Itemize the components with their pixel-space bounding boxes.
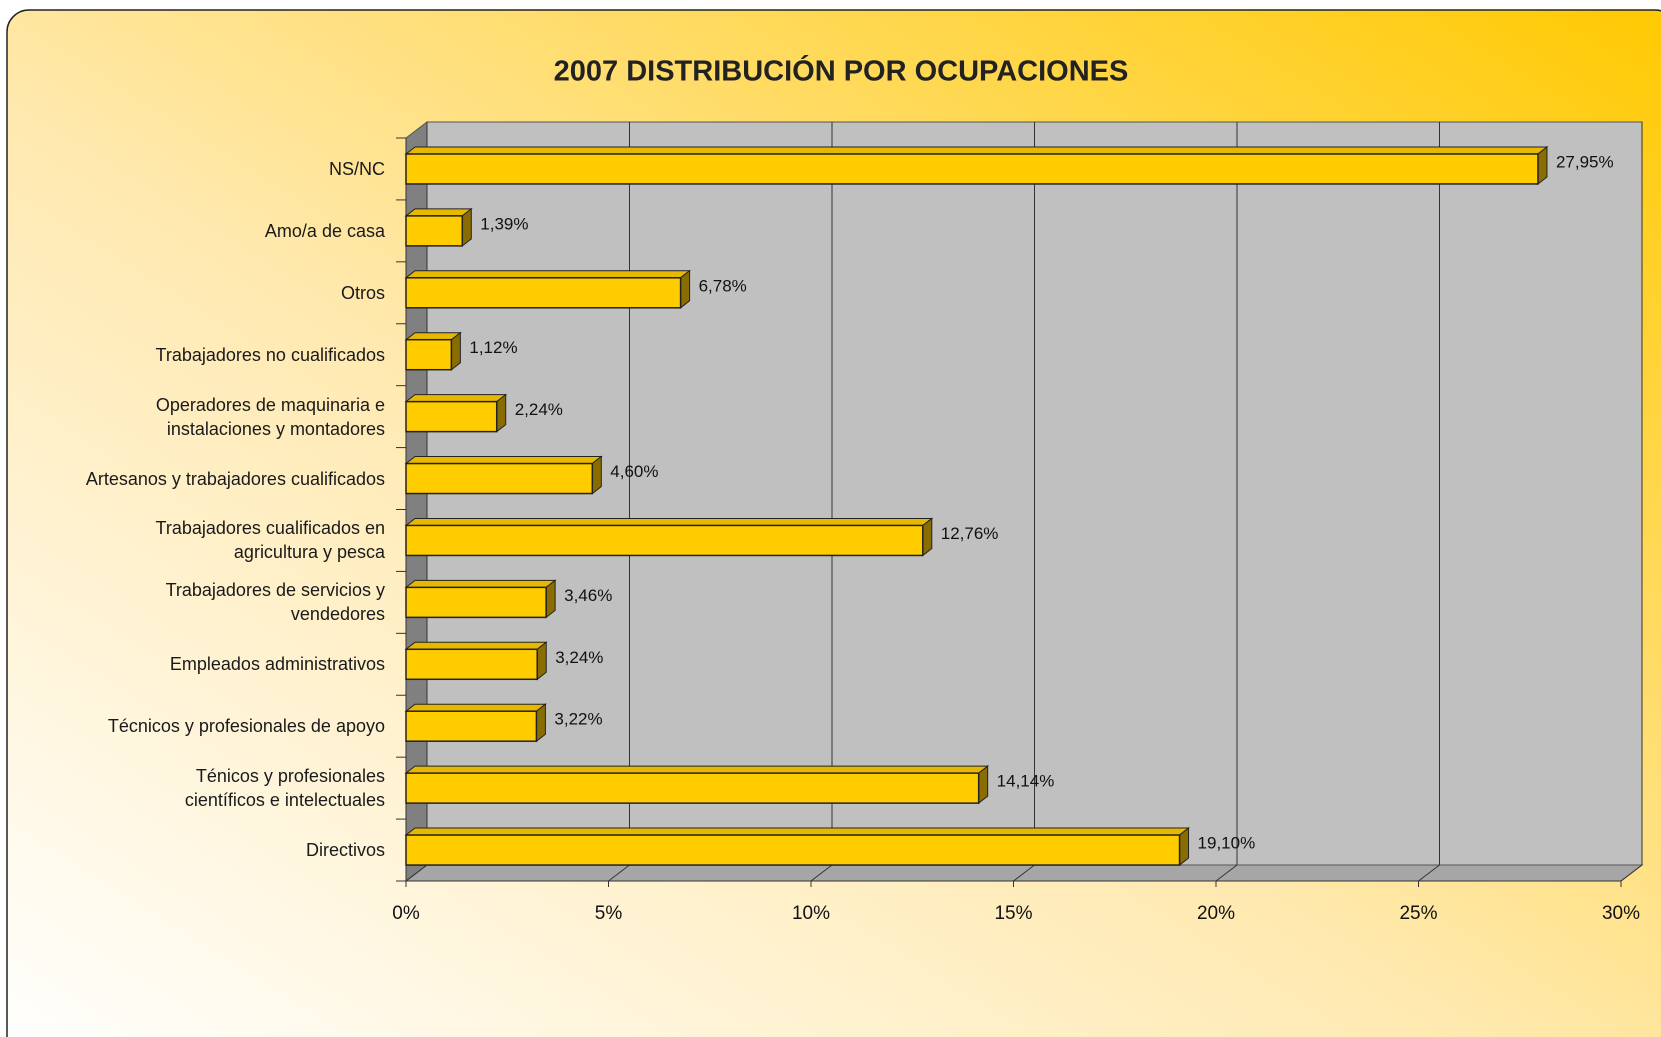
bar (405, 462, 594, 495)
bar (405, 648, 538, 681)
bar-top (404, 394, 508, 403)
value-label: 3,46% (564, 586, 612, 605)
category-label: Técnicos y profesionales de apoyo (107, 716, 385, 737)
x-tick-label: 15% (994, 903, 1032, 924)
x-tick-label: 10% (792, 903, 830, 924)
category-label: Directivos (305, 840, 385, 861)
category-label: Trabajadores de servicios y vendedores (165, 580, 385, 625)
bar (405, 710, 538, 742)
bar (405, 400, 498, 433)
category-label: Trabajadores no cualificados (155, 344, 385, 365)
bar (405, 338, 453, 371)
floor-grid (1418, 864, 1440, 882)
value-label: 12,76% (941, 524, 999, 543)
value-label: 6,78% (699, 276, 747, 295)
value-label: 2,24% (515, 400, 563, 419)
value-label: 3,22% (554, 710, 602, 729)
value-label: 1,39% (480, 214, 528, 233)
chart-title: 2007 DISTRIBUCIÓN POR OCUPACIONES (554, 54, 1129, 88)
value-label: 3,24% (555, 648, 603, 667)
bar-top (404, 765, 990, 774)
floor-grid (608, 864, 630, 882)
value-label: 14,14% (997, 772, 1055, 791)
bar-top (404, 641, 548, 650)
bar-side (536, 641, 547, 681)
x-tick-label: 5% (595, 903, 623, 924)
bar-top (404, 208, 473, 217)
x-tick-label: 30% (1602, 903, 1640, 924)
bar-top (404, 517, 934, 526)
category-label: Otros (340, 282, 385, 303)
x-tick-label: 0% (392, 903, 420, 924)
value-label: 19,10% (1198, 834, 1256, 853)
bar (405, 834, 1181, 866)
category-label: Empleados administrativos (169, 654, 385, 675)
bar-side (680, 269, 691, 309)
bar (405, 524, 924, 557)
bar (405, 586, 547, 619)
category-label: Artesanos y trabajadores cualificados (85, 468, 385, 489)
bar-side (461, 207, 472, 247)
floor-grid (1013, 864, 1035, 882)
bar-side (545, 579, 556, 619)
floor-grid (1215, 864, 1238, 882)
bar-side (1179, 827, 1190, 867)
bar-side (450, 331, 461, 371)
bar (405, 772, 980, 804)
bar-side (978, 765, 989, 805)
category-label: NS/NC (328, 158, 385, 179)
bar (405, 277, 682, 309)
bar-top (404, 703, 547, 712)
bar (405, 215, 464, 247)
value-label: 4,60% (610, 462, 658, 481)
category-label: Trabajadores cualificados en agricultura… (155, 518, 385, 563)
value-label: 1,12% (469, 338, 517, 357)
bar-side (922, 517, 933, 557)
floor-grid (810, 864, 833, 882)
value-label: 27,95% (1556, 152, 1614, 171)
bar-top (404, 827, 1191, 836)
bar (405, 153, 1539, 185)
category-label: Operadores de maquinaria e instalaciones… (155, 394, 385, 439)
floor-grid (405, 864, 428, 882)
bar-top (404, 270, 692, 279)
x-tick-label: 20% (1197, 903, 1235, 924)
category-label: Ténicos y profesionales científicos e in… (184, 766, 385, 811)
bar-top (404, 579, 557, 588)
bar-top (404, 146, 1549, 155)
x-tick-label: 25% (1399, 903, 1437, 924)
bar-side (496, 393, 507, 433)
category-label: Amo/a de casa (264, 220, 385, 241)
bar-side (591, 455, 602, 495)
bar-top (404, 456, 603, 465)
bar-side (1537, 145, 1548, 185)
bar-side (535, 703, 546, 743)
floor-grid (1620, 864, 1643, 882)
